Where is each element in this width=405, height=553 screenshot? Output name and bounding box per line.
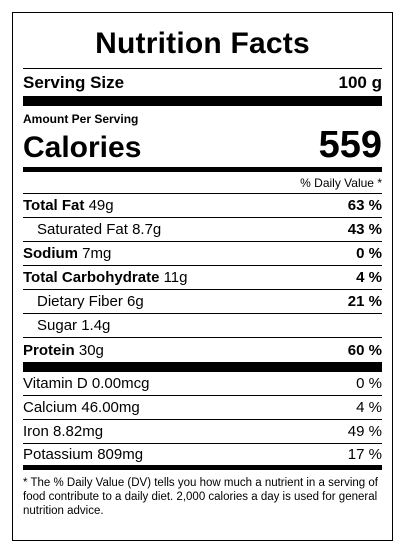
serving-size-row: Serving Size 100 g: [23, 68, 382, 106]
vitamin-row-calcium: Calcium 46.00mg 4 %: [23, 396, 382, 420]
calories-label: Calories: [23, 131, 142, 164]
vitamin-percent: 4 %: [356, 399, 382, 416]
nutrient-name: Protein: [23, 341, 75, 359]
amount-per-serving: Amount Per Serving: [23, 112, 139, 126]
nutrient-percent: 0 %: [356, 245, 382, 262]
serving-size-value: 100 g: [338, 72, 382, 92]
nutrient-name: Sodium: [23, 245, 78, 262]
nutrient-percent: 4 %: [356, 269, 382, 286]
vitamin-percent: 49 %: [347, 423, 382, 440]
nutrient-amount: 11g: [163, 269, 188, 286]
daily-value-header: % Daily Value *: [23, 172, 382, 194]
nutrient-row-sodium: Sodium 7mg 0 %: [23, 242, 382, 266]
vitamin-name: Calcium: [23, 399, 78, 416]
nutrient-amount: 6g: [127, 293, 144, 310]
vitamin-row-potassium: Potassium 809mg 17 %: [23, 444, 382, 470]
vitamin-amount: 8.82mg: [53, 423, 104, 440]
vitamin-amount: 46.00mg: [81, 399, 140, 416]
nutrient-row-protein: Protein 30g 60 %: [23, 338, 382, 372]
vitamin-name: Vitamin D: [23, 375, 88, 392]
nutrient-row-total-carbohydrate: Total Carbohydrate 11g 4 %: [23, 266, 382, 290]
daily-value-footnote: * The % Daily Value (DV) tells you how m…: [23, 477, 378, 517]
nutrient-percent: 21 %: [347, 293, 382, 310]
calories-value: 559: [318, 124, 382, 166]
nutrient-percent: 43 %: [347, 221, 382, 238]
vitamin-row-iron: Iron 8.82mg 49 %: [23, 420, 382, 444]
vitamin-name: Potassium: [23, 446, 94, 463]
nutrient-amount: 1.4g: [81, 317, 111, 334]
nutrient-row-total-fat: Total Fat 49g 63 %: [23, 194, 382, 218]
vitamin-amount: 809mg: [97, 446, 144, 463]
nutrient-name: Total Carbohydrate: [23, 269, 160, 286]
vitamin-row-vitamin-d: Vitamin D 0.00mcg 0 %: [23, 372, 382, 396]
nutrient-name: Total Fat: [23, 197, 85, 214]
nutrition-facts-label: Nutrition Facts Serving Size 100 g Amoun…: [12, 12, 393, 541]
nutrient-name: Sugar: [37, 317, 78, 334]
calories-row: Calories 559: [23, 124, 382, 172]
nutrient-amount: 8.7g: [132, 221, 162, 238]
nutrient-percent: 60 %: [347, 341, 382, 359]
nutrient-percent: 63 %: [347, 197, 382, 214]
nutrient-amount: 7mg: [82, 245, 112, 262]
nutrient-row-saturated-fat: Saturated Fat 8.7g 43 %: [23, 218, 382, 242]
nutrient-name: Dietary Fiber: [37, 293, 123, 310]
nutrient-row-sugar: Sugar 1.4g: [23, 314, 382, 338]
vitamin-percent: 0 %: [356, 375, 382, 392]
vitamin-amount: 0.00mcg: [91, 375, 150, 392]
nutrient-amount: 49g: [88, 197, 114, 214]
nutrient-row-dietary-fiber: Dietary Fiber 6g 21 %: [23, 290, 382, 314]
nutrient-amount: 30g: [78, 341, 104, 359]
vitamin-percent: 17 %: [347, 446, 382, 463]
serving-size-label: Serving Size: [23, 72, 125, 92]
label-title: Nutrition Facts: [95, 27, 310, 60]
nutrient-name: Saturated Fat: [37, 221, 128, 238]
vitamin-name: Iron: [23, 423, 49, 440]
